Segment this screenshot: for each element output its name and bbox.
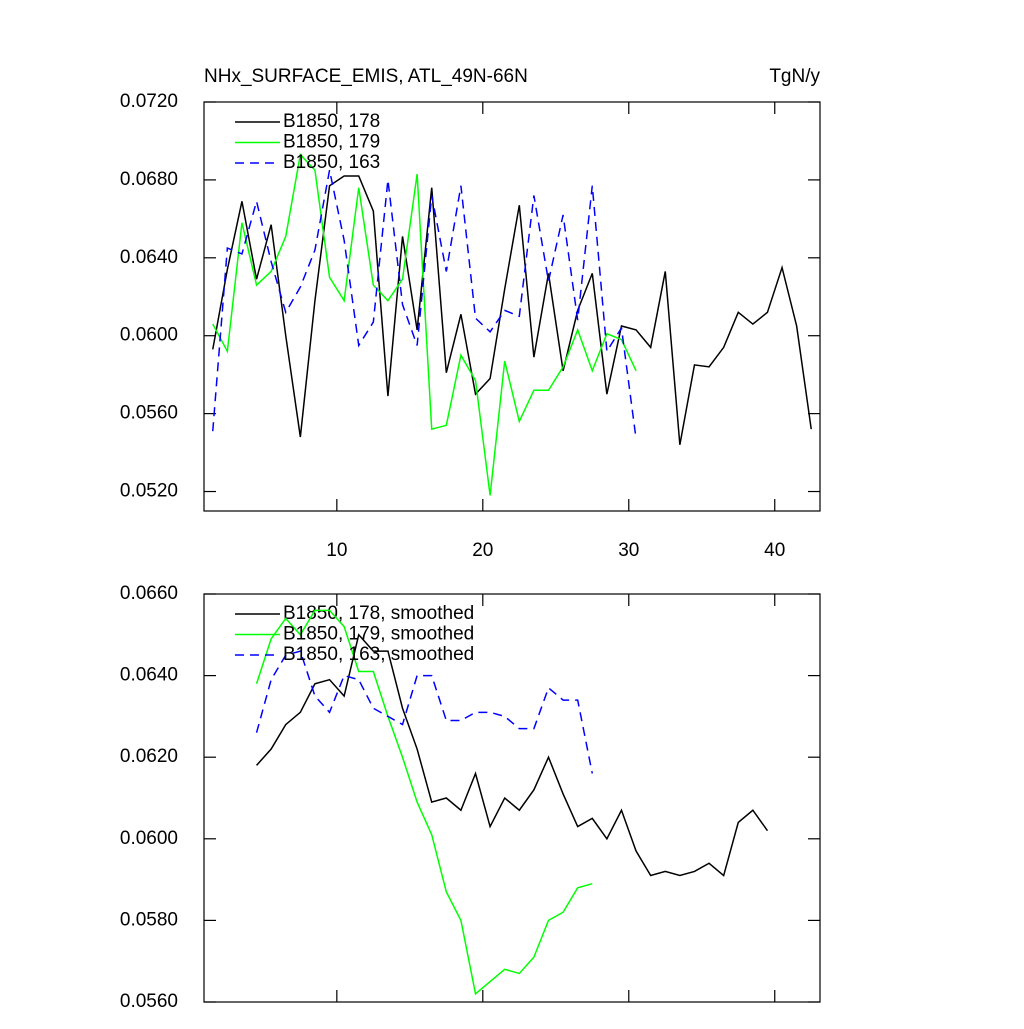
plot-frame xyxy=(203,593,821,1003)
y-tick-label: 0.0680 xyxy=(120,169,178,190)
legend-label: B1850, 178 xyxy=(283,111,380,132)
y-tick-label: 0.0580 xyxy=(120,909,178,930)
chart-title: NHx_SURFACE_EMIS, ATL_49N-66N xyxy=(204,66,528,87)
data-line xyxy=(212,152,637,496)
legend-label: B1850, 178, smoothed xyxy=(283,603,474,624)
x-tick-label: 10 xyxy=(326,540,347,561)
y-tick-label: 0.0560 xyxy=(120,403,178,424)
x-tick-label: 40 xyxy=(764,540,785,561)
y-tick-label: 0.0520 xyxy=(120,481,178,502)
legend-label: B1850, 163 xyxy=(283,152,380,173)
data-line xyxy=(255,650,594,774)
y-tick-label: 0.0640 xyxy=(120,247,178,268)
plot-frame xyxy=(203,101,821,512)
y-tick-label: 0.0660 xyxy=(120,583,178,604)
data-line xyxy=(255,609,593,996)
data-line xyxy=(212,170,637,440)
y-tick-label: 0.0720 xyxy=(120,91,178,112)
legend-label: B1850, 163, smoothed xyxy=(283,644,474,665)
y-tick-label: 0.0600 xyxy=(120,828,178,849)
y-tick-label: 0.0640 xyxy=(120,665,178,686)
y-tick-label: 0.0600 xyxy=(120,325,178,346)
units-label: TgN/y xyxy=(769,66,820,87)
x-tick-label: 20 xyxy=(472,540,493,561)
y-tick-label: 0.0620 xyxy=(120,746,178,767)
x-tick-label: 30 xyxy=(618,540,639,561)
legend-label: B1850, 179 xyxy=(283,132,380,153)
data-line xyxy=(212,175,812,445)
data-line xyxy=(255,633,769,877)
legend-label: B1850, 179, smoothed xyxy=(283,624,474,645)
y-tick-label: 0.0560 xyxy=(120,991,178,1012)
